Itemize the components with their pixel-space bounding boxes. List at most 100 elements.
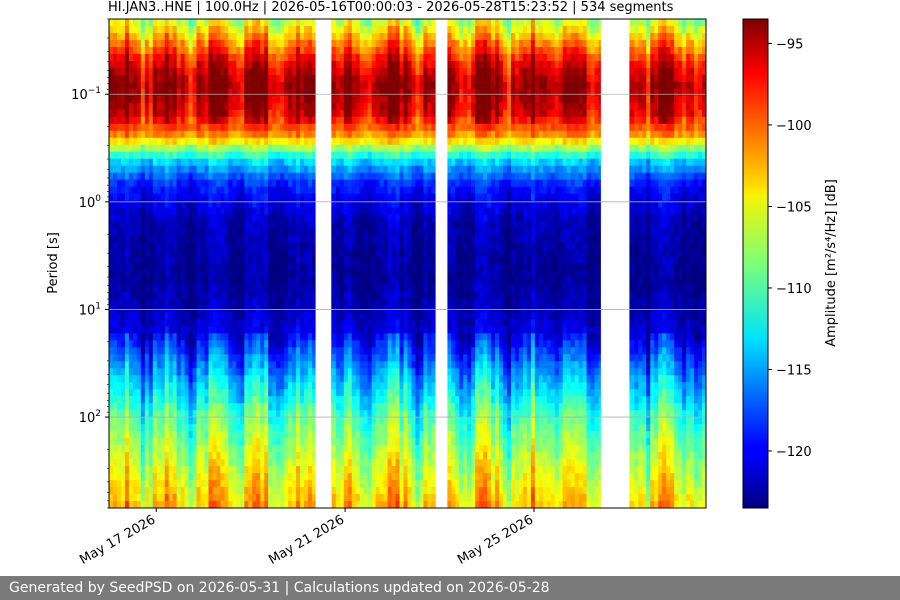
spectrogram-cell <box>367 179 373 188</box>
spectrogram-cell <box>300 459 305 467</box>
spectrogram-cell <box>371 347 377 355</box>
spectrogram-cell <box>339 291 345 300</box>
spectrogram-cell <box>296 109 301 118</box>
spectrogram-cell <box>248 487 253 495</box>
spectrogram-cell <box>120 291 126 300</box>
spectrogram-cell <box>164 340 170 348</box>
spectrogram-cell <box>276 375 281 383</box>
spectrogram-cell <box>248 445 253 453</box>
spectrogram-cell <box>248 179 253 188</box>
spectrogram-cell <box>264 347 269 355</box>
spectrogram-cell <box>240 445 245 453</box>
spectrogram-cell <box>379 179 385 188</box>
spectrogram-cell <box>168 109 174 118</box>
spectrogram-cell <box>200 347 206 355</box>
spectrogram-cell <box>387 228 393 237</box>
spectrogram-cell <box>311 424 317 432</box>
spectrogram-cell <box>335 74 341 83</box>
spectrogram-cell <box>288 459 293 467</box>
spectrogram-cell <box>164 396 170 404</box>
spectrogram-cell <box>359 473 365 481</box>
spectrogram-cell <box>168 445 174 453</box>
spectrogram-cell <box>284 179 289 188</box>
spectrogram-cell <box>252 466 257 474</box>
spectrogram-cell <box>288 466 293 474</box>
spectrogram-cell <box>371 179 377 188</box>
spectrogram-cell <box>311 137 317 146</box>
spectrogram-cell <box>192 39 198 48</box>
spectrogram-cell <box>188 487 194 495</box>
spectrogram-cell <box>383 19 389 27</box>
spectrogram-cell <box>375 249 381 258</box>
spectrogram-cell <box>196 389 202 397</box>
spectrogram-cell <box>256 326 261 334</box>
spectrogram-cell <box>168 25 174 34</box>
spectrogram-cell <box>375 368 381 376</box>
spectrogram-cell <box>200 375 206 383</box>
spectrogram-cell <box>351 144 357 153</box>
spectrogram-cell <box>132 354 138 362</box>
spectrogram-cell <box>120 151 126 160</box>
spectrogram-cell <box>148 347 154 355</box>
spectrogram-cell <box>304 270 309 279</box>
spectrogram-cell <box>347 67 353 76</box>
spectrogram-cell <box>124 130 130 139</box>
spectrogram-cell <box>204 487 210 495</box>
spectrogram-cell <box>335 382 341 390</box>
spectrogram-cell <box>272 81 277 90</box>
spectrogram-cell <box>212 410 218 418</box>
spectrogram-cell <box>124 403 130 411</box>
spectrogram-cell <box>188 193 194 202</box>
spectrogram-cell <box>192 193 198 202</box>
spectrogram-cell <box>136 382 142 390</box>
spectrogram-cell <box>208 144 214 153</box>
spectrogram-cell <box>228 172 233 181</box>
spectrogram-cell <box>224 46 229 55</box>
spectrogram-cell <box>272 396 277 404</box>
spectrogram-cell <box>124 81 130 90</box>
spectrogram-cell <box>331 214 337 223</box>
spectrogram-cell <box>184 480 190 488</box>
spectrogram-cell <box>331 263 337 272</box>
spectrogram-cell <box>367 312 373 320</box>
spectrogram-cell <box>132 459 138 467</box>
spectrogram-cell <box>343 263 349 272</box>
spectrogram-cell <box>160 60 166 69</box>
spectrogram-cell <box>232 256 237 265</box>
spectrogram-cell <box>371 438 377 446</box>
spectrogram-cell <box>260 67 265 76</box>
spectrogram-cell <box>391 25 397 34</box>
spectrogram-cell <box>224 270 229 279</box>
spectrogram-cell <box>188 410 194 418</box>
spectrogram-cell <box>375 487 381 495</box>
spectrogram-cell <box>192 487 198 495</box>
spectrogram-cell <box>172 389 178 397</box>
spectrogram-cell <box>212 32 218 41</box>
spectrogram-cell <box>224 39 229 48</box>
spectrogram-cell <box>128 214 134 223</box>
spectrogram-cell <box>300 19 305 27</box>
spectrogram-cell <box>292 445 297 453</box>
spectrogram-cell <box>204 284 210 293</box>
spectrogram-cell <box>180 473 186 481</box>
spectrogram-cell <box>339 242 345 251</box>
spectrogram-cell <box>176 403 182 411</box>
spectrogram-cell <box>311 354 317 362</box>
spectrogram-cell <box>304 333 309 341</box>
spectrogram-cell <box>264 487 269 495</box>
spectrogram-cell <box>176 326 182 334</box>
spectrogram-cell <box>292 431 297 439</box>
spectrogram-cell <box>212 116 218 125</box>
spectrogram-cell <box>128 396 134 404</box>
spectrogram-cell <box>220 466 226 474</box>
spectrogram-cell <box>379 25 385 34</box>
spectrogram-cell <box>164 284 170 293</box>
spectrogram-cell <box>148 25 154 34</box>
spectrogram-cell <box>300 354 305 362</box>
spectrogram-cell <box>152 291 158 300</box>
spectrogram-cell <box>252 235 257 244</box>
spectrogram-cell <box>300 249 305 258</box>
spectrogram-cell <box>300 501 305 508</box>
spectrogram-cell <box>136 277 142 286</box>
spectrogram-cell <box>224 81 229 90</box>
